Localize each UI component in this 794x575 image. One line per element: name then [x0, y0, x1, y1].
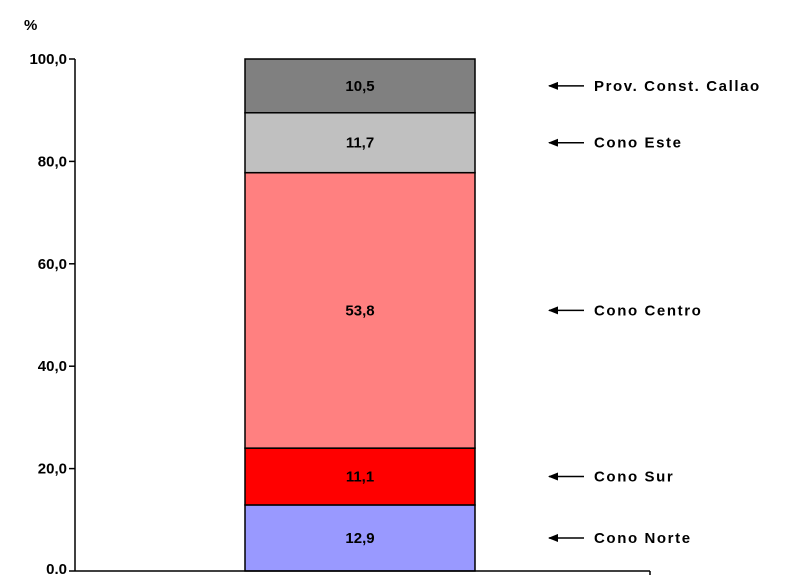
bar-segment-cono-sur: [244, 447, 476, 506]
data-label-cono-sur: 11,1: [346, 469, 374, 486]
y-tick-label: 0.0: [46, 561, 67, 575]
y-tick-label: 40,0: [38, 358, 67, 375]
data-label-cono-norte: 12,9: [345, 530, 374, 547]
annotation-label-cono-este: Cono Este: [594, 135, 683, 152]
y-axis: 0.0 20,0 40,0 60,0 80,0 100,0: [29, 51, 651, 575]
annotation-label-prov-const-callao: Prov. Const. Callao: [594, 78, 761, 95]
data-label-prov-const-callao: 10,5: [345, 78, 374, 95]
bar-segment-cono-este: [244, 112, 476, 174]
series-annotations: Cono Norte Cono Sur Cono Centro Cono Este Pr…: [548, 78, 761, 547]
annotation-label-cono-sur: Cono Sur: [594, 469, 674, 486]
annotation-label-cono-centro: Cono Centro: [594, 302, 702, 319]
y-tick-label: 80,0: [38, 153, 67, 170]
y-axis-unit-label: %: [24, 17, 37, 34]
y-tick-label: 100,0: [29, 51, 67, 68]
y-tick-label: 60,0: [38, 256, 67, 273]
bar-segment-prov-const-callao: [244, 58, 476, 114]
bar-segment-cono-norte: [244, 504, 476, 572]
data-label-cono-centro: 53,8: [345, 302, 374, 319]
bar-segments: 12,9 11,1 53,8 11,7 10,5: [244, 58, 476, 572]
data-label-cono-este: 11,7: [346, 135, 374, 152]
annotation-label-cono-norte: Cono Norte: [594, 530, 692, 547]
y-tick-label: 20,0: [38, 461, 67, 478]
